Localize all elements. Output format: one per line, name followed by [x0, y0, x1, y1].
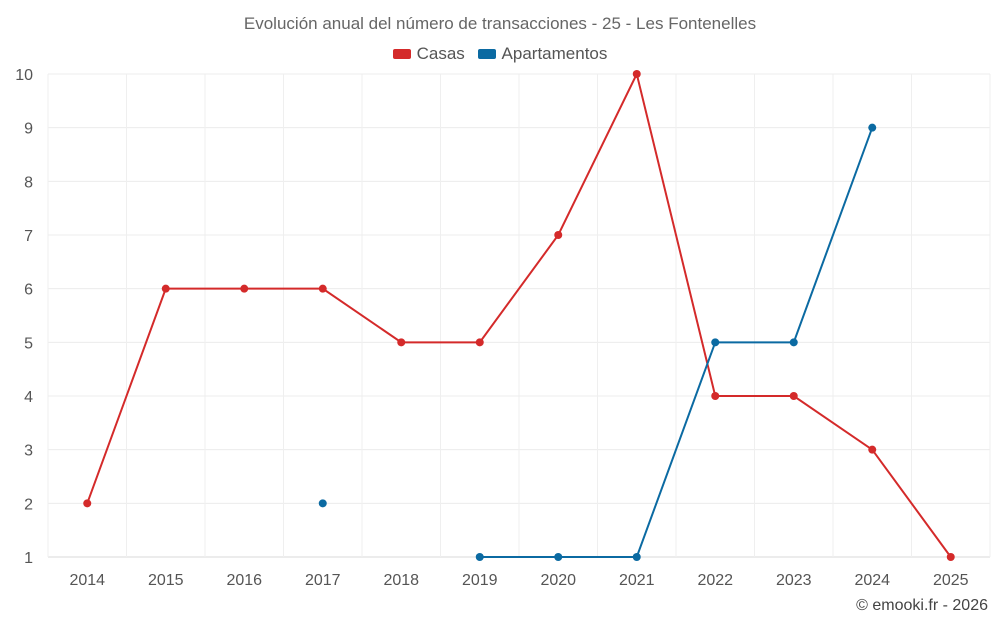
legend-swatch-casas [392, 49, 411, 59]
legend-swatch-apartamentos [477, 49, 496, 59]
data-point-casas[interactable] [318, 284, 327, 293]
legend-label-apartamentos: Apartamentos [501, 44, 608, 63]
data-point-casas[interactable] [240, 284, 249, 293]
data-point-apartamentos[interactable] [554, 553, 563, 561]
data-point-casas[interactable] [789, 392, 798, 400]
y-tick-label: 1 [24, 550, 33, 567]
legend-label-casas: Casas [416, 44, 465, 63]
footer-credit: © emooki.fr - 2026 [856, 597, 988, 614]
y-tick-label: 4 [24, 389, 33, 406]
grid-layer [47, 73, 991, 558]
data-point-casas[interactable] [711, 392, 720, 400]
y-tick-label: 10 [15, 67, 33, 84]
data-point-apartamentos[interactable] [868, 123, 877, 132]
y-tick-label: 6 [24, 282, 33, 299]
y-tick-label: 8 [24, 174, 33, 191]
x-tick-label: 2019 [462, 572, 498, 589]
legend: Casas Apartamentos [0, 44, 1000, 64]
x-tick-label: 2024 [854, 572, 890, 589]
legend-item-casas[interactable]: Casas [392, 44, 465, 64]
legend-item-apartamentos[interactable]: Apartamentos [477, 44, 608, 64]
data-point-casas[interactable] [83, 499, 92, 508]
data-point-casas[interactable] [397, 338, 406, 347]
data-point-casas[interactable] [554, 231, 563, 239]
x-tick-label: 2025 [933, 572, 969, 589]
data-point-apartamentos[interactable] [632, 553, 641, 561]
data-point-apartamentos[interactable] [711, 338, 720, 347]
data-point-casas[interactable] [475, 338, 484, 347]
data-point-apartamentos[interactable] [318, 499, 327, 508]
data-point-apartamentos[interactable] [789, 338, 798, 347]
x-tick-label: 2021 [619, 572, 655, 589]
x-tick-label: 2015 [148, 572, 184, 589]
series-line-apartamentos [479, 127, 874, 558]
x-tick-label: 2017 [305, 572, 341, 589]
series-line-casas [86, 71, 952, 558]
data-point-casas[interactable] [946, 553, 955, 561]
y-tick-label: 5 [24, 335, 33, 352]
data-point-apartamentos[interactable] [475, 553, 484, 561]
data-point-casas[interactable] [161, 284, 170, 293]
x-tick-label: 2018 [383, 572, 419, 589]
x-tick-label: 2023 [776, 572, 812, 589]
chart-title: Evolución anual del número de transaccio… [243, 14, 757, 33]
x-tick-label: 2016 [226, 572, 262, 589]
data-point-casas[interactable] [632, 70, 641, 78]
x-tick-label: 2022 [697, 572, 733, 589]
y-tick-label: 7 [24, 228, 33, 245]
axis-layer: 1 2 3 4 5 6 7 8 9 10 2014 2015 2016 2017 2018 2019 2020 2… [15, 67, 968, 589]
y-tick-label: 9 [24, 121, 33, 138]
data-point-casas[interactable] [868, 445, 877, 454]
x-tick-label: 2020 [540, 572, 576, 589]
series-layer [83, 70, 955, 561]
y-tick-label: 2 [24, 496, 33, 513]
x-tick-label: 2014 [69, 572, 105, 589]
y-tick-label: 3 [24, 443, 33, 460]
